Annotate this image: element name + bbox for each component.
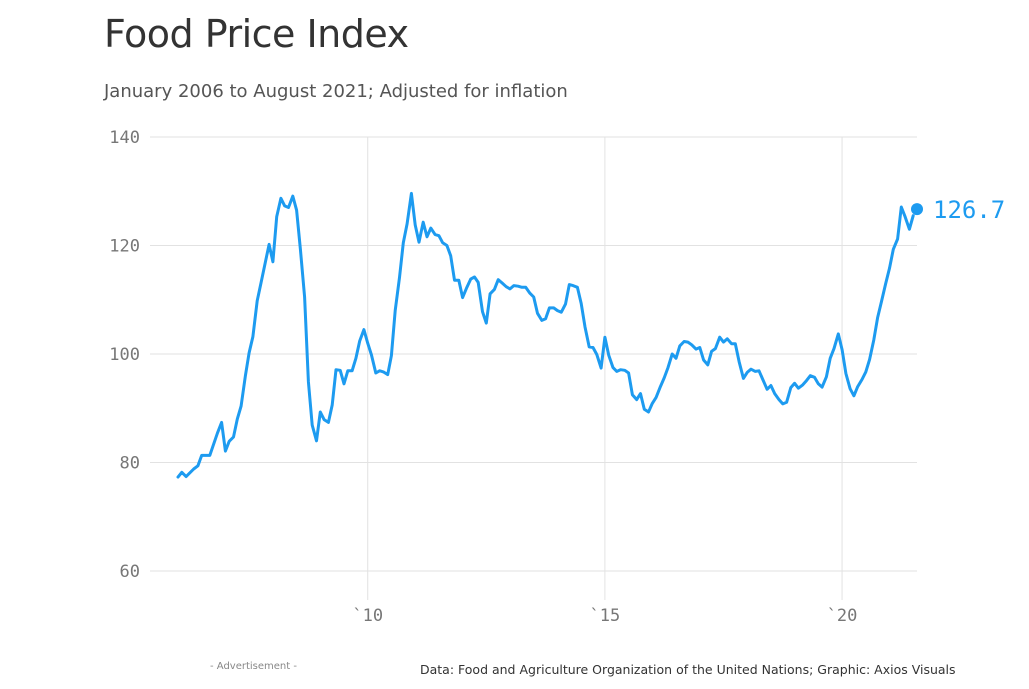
x-gridlines	[367, 137, 843, 600]
y-tick-label: 140	[109, 128, 140, 148]
end-point-marker	[911, 203, 923, 216]
chart-title: Food Price Index	[104, 12, 409, 56]
x-tick-label: `15	[590, 606, 621, 626]
x-axis-ticks: `10 `15 `20	[352, 606, 857, 626]
x-tick-label: `20	[827, 606, 858, 626]
chart-subtitle: January 2006 to August 2021; Adjusted fo…	[104, 81, 568, 102]
y-gridlines	[150, 136, 917, 572]
y-tick-label: 100	[109, 345, 140, 365]
line-chart: 60 80 100 120 140 `10 `15 `20 126.7	[109, 128, 1005, 626]
end-value-label: 126.7	[933, 196, 1005, 224]
x-tick-label: `10	[352, 606, 383, 626]
series-line	[176, 191, 915, 479]
y-tick-label: 80	[120, 454, 140, 474]
y-tick-label: 120	[109, 237, 140, 257]
y-axis-ticks: 60 80 100 120 140	[109, 128, 140, 582]
y-tick-label: 60	[120, 562, 140, 582]
source-credit: Data: Food and Agriculture Organization …	[420, 662, 956, 677]
advertisement-label: - Advertisement -	[210, 661, 297, 672]
